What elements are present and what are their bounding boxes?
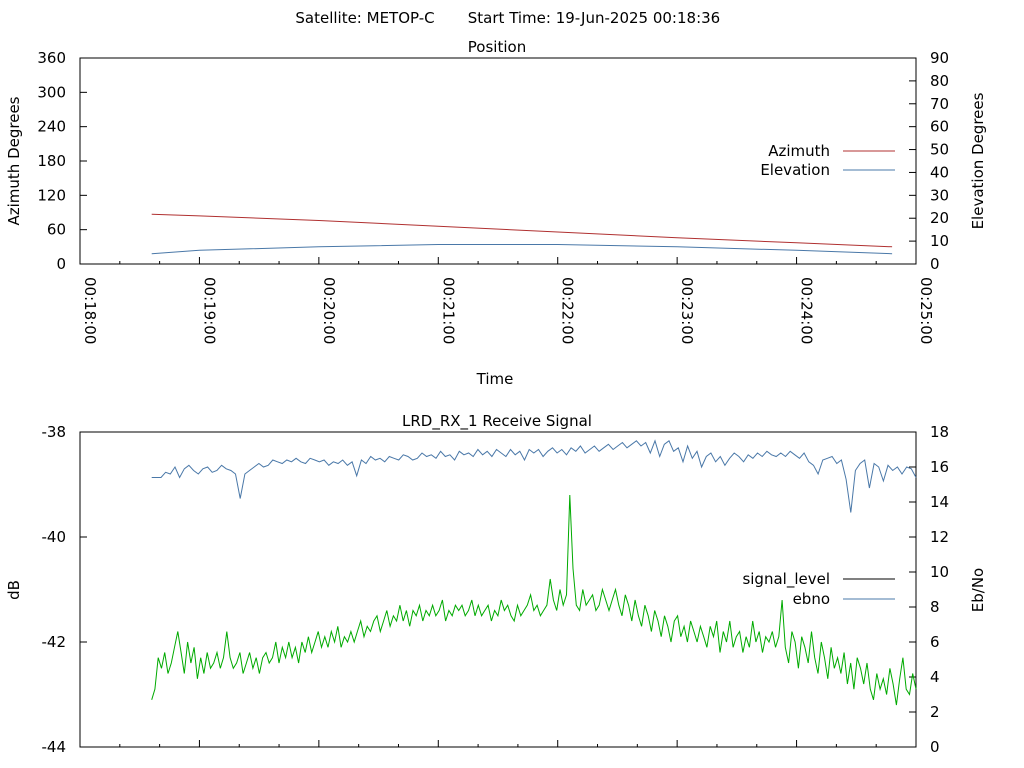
- azimuth-axis-label: Azimuth Degrees: [5, 96, 23, 225]
- elevation-axis-tick-label: 90: [930, 49, 949, 67]
- elevation-axis-tick-label: 60: [930, 118, 949, 136]
- ebno-series-line: [151, 439, 917, 513]
- ebno-axis-tick-label: 2: [930, 703, 940, 721]
- signal-series: [151, 439, 917, 706]
- position-left-axis: 0 60 120 180 240 300 360: [37, 49, 87, 273]
- position-right-axis: 0 10 20 30 40 50 60 70 80 90: [909, 49, 949, 273]
- start-time-label: Start Time: 19-Jun-2025 00:18:36: [468, 9, 720, 27]
- position-x-axis: 00:18:00 00:19:00 00:20:00 00:21:00 00:22:00…: [79, 257, 935, 344]
- azimuth-axis-tick-label: 180: [37, 152, 66, 170]
- elevation-axis-tick-label: 20: [930, 209, 949, 227]
- elevation-axis-tick-label: 10: [930, 232, 949, 250]
- ebno-axis-tick-label: 14: [930, 493, 949, 511]
- signal-level-series-line: [151, 494, 917, 706]
- elevation-axis-tick-label: 0: [930, 255, 940, 273]
- elevation-series-line: [151, 244, 893, 255]
- time-axis-tick-label: 00:19:00: [200, 277, 218, 344]
- time-axis-tick-label: 00:25:00: [917, 277, 935, 344]
- db-axis-tick-label: -40: [42, 528, 67, 546]
- legend-ebno-label: ebno: [793, 590, 830, 608]
- ebno-axis-tick-label: 8: [930, 598, 940, 616]
- time-axis-tick-label: 00:23:00: [678, 277, 696, 344]
- db-axis-label: dB: [5, 580, 23, 600]
- azimuth-axis-tick-label: 60: [47, 221, 66, 239]
- ebno-axis-label: Eb/No: [969, 568, 987, 612]
- signal-x-axis: [79, 740, 917, 747]
- position-chart-title: Position: [468, 38, 526, 56]
- elevation-axis-tick-label: 30: [930, 186, 949, 204]
- time-axis-tick-label: 00:21:00: [439, 277, 457, 344]
- time-axis-tick-label: 00:20:00: [320, 277, 338, 344]
- db-axis-tick-label: -38: [42, 423, 67, 441]
- position-series: [151, 213, 893, 255]
- db-axis-tick-label: -42: [42, 633, 67, 651]
- time-axis-tick-label: 00:24:00: [798, 277, 816, 344]
- azimuth-axis-tick-label: 300: [37, 83, 66, 101]
- azimuth-axis-tick-label: 240: [37, 118, 66, 136]
- elevation-axis-tick-label: 40: [930, 163, 949, 181]
- time-axis-label: Time: [476, 370, 514, 388]
- ebno-axis-tick-label: 4: [930, 668, 940, 686]
- signal-chart-title: LRD_RX_1 Receive Signal: [402, 412, 592, 431]
- ebno-axis-tick-label: 10: [930, 563, 949, 581]
- ebno-axis-tick-label: 16: [930, 458, 949, 476]
- legend-azimuth-label: Azimuth: [768, 142, 830, 160]
- azimuth-axis-tick-label: 120: [37, 186, 66, 204]
- time-axis-tick-label: 00:22:00: [559, 277, 577, 344]
- position-legend: Azimuth Elevation: [760, 142, 895, 179]
- ebno-axis-tick-label: 0: [930, 738, 940, 756]
- ebno-axis-tick-label: 6: [930, 633, 940, 651]
- elevation-axis-tick-label: 70: [930, 95, 949, 113]
- signal-legend: signal_level ebno: [742, 570, 895, 608]
- elevation-axis-tick-label: 80: [930, 72, 949, 90]
- position-chart: Position 0 60 120 180 240 300 360 0 10 20 30 40 50 6…: [5, 38, 987, 388]
- ebno-axis-tick-label: 12: [930, 528, 949, 546]
- elevation-axis-label: Elevation Degrees: [969, 92, 987, 229]
- signal-plot-frame: [79, 431, 917, 748]
- signal-left-axis: -44 -42 -40 -38: [42, 423, 87, 756]
- legend-signal-level-label: signal_level: [742, 570, 830, 589]
- signal-chart: LRD_RX_1 Receive Signal -44 -42 -40 -38 0 2 4…: [5, 412, 987, 756]
- azimuth-series-line: [151, 213, 893, 248]
- elevation-axis-tick-label: 50: [930, 141, 949, 159]
- ebno-axis-tick-label: 18: [930, 423, 949, 441]
- signal-right-axis: 0 2 4 6 8 10 12 14 16 18: [909, 423, 949, 756]
- legend-elevation-label: Elevation: [760, 161, 830, 179]
- azimuth-axis-tick-label: 360: [37, 49, 66, 67]
- db-axis-tick-label: -44: [42, 738, 67, 756]
- azimuth-axis-tick-label: 0: [56, 255, 66, 273]
- satellite-label: Satellite: METOP-C: [295, 9, 434, 27]
- time-axis-tick-label: 00:18:00: [81, 277, 99, 344]
